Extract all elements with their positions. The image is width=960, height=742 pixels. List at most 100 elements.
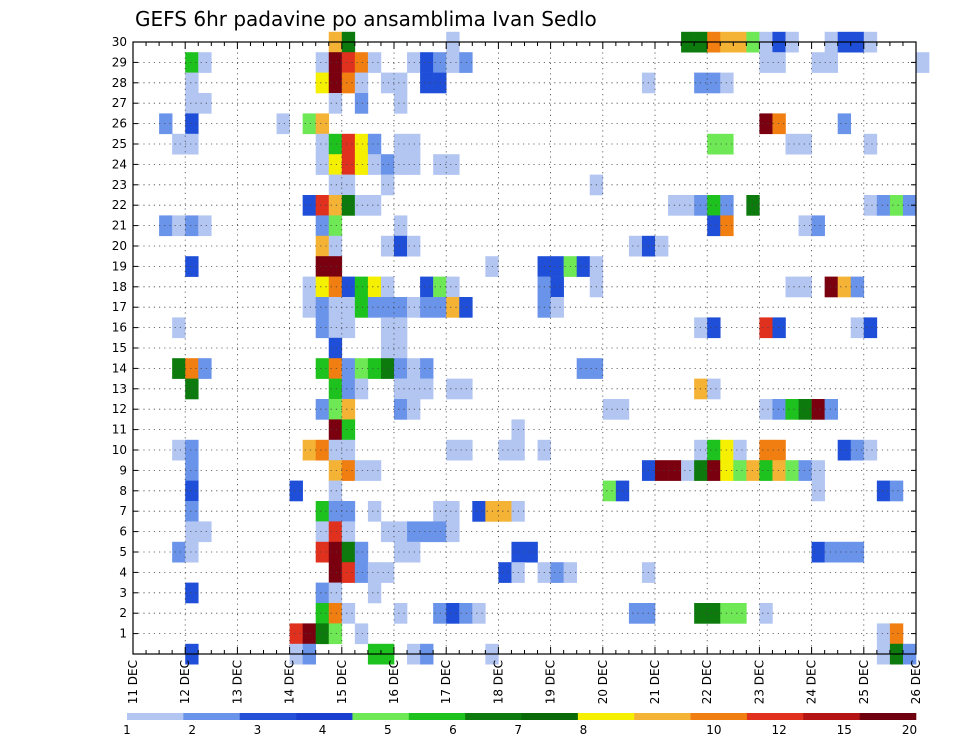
heatmap-cell	[394, 235, 408, 257]
colorbar-swatch	[577, 713, 635, 720]
heatmap-cell	[394, 93, 408, 114]
y-tick-label: 24	[112, 157, 127, 171]
x-tick-label: 24 DEC	[805, 660, 819, 704]
heatmap-cell	[315, 72, 330, 94]
heatmap-cell	[185, 480, 199, 502]
heatmap-cell	[407, 358, 421, 379]
heatmap-cell	[824, 52, 838, 73]
heatmap-cell	[446, 603, 460, 624]
heatmap-cell	[380, 235, 395, 257]
heatmap-cell	[785, 276, 799, 298]
heatmap-cell	[380, 521, 395, 543]
heatmap-cell	[407, 133, 421, 155]
heatmap-cell	[407, 52, 421, 73]
heatmap-cell	[315, 215, 330, 237]
heatmap-cell	[837, 541, 852, 563]
heatmap-cell	[341, 154, 356, 175]
heatmap-cell	[759, 52, 773, 73]
heatmap-cell	[185, 378, 199, 400]
heatmap-cell	[159, 215, 173, 237]
heatmap-cell	[824, 399, 838, 420]
y-tick-label: 12	[112, 402, 127, 416]
heatmap-cell	[354, 195, 369, 216]
heatmap-cell	[446, 154, 460, 175]
heatmap-cell	[446, 521, 460, 543]
heatmap-cell	[328, 541, 343, 563]
colorbar-tick-label: 8	[580, 723, 588, 737]
x-tick-label: 12 DEC	[178, 660, 192, 704]
y-tick-label: 23	[112, 178, 127, 192]
heatmap-cell	[850, 276, 865, 298]
x-tick-label: 17 DEC	[439, 660, 453, 704]
heatmap-cell	[707, 133, 721, 155]
heatmap-cell	[707, 72, 721, 94]
heatmap-cell	[746, 460, 760, 481]
heatmap-cell	[341, 562, 356, 583]
heatmap-cell	[446, 439, 460, 461]
heatmap-cell	[341, 276, 356, 298]
y-tick-label: 10	[112, 443, 127, 457]
heatmap-cell	[850, 439, 865, 461]
heatmap-cell	[811, 399, 825, 420]
colorbar-tick-label: 4	[319, 723, 327, 737]
heatmap-cell	[367, 297, 382, 318]
heatmap-cell	[863, 317, 878, 339]
colorbar-swatch	[803, 713, 860, 720]
heatmap-cell	[420, 378, 434, 400]
heatmap-cell	[354, 358, 369, 379]
heatmap-cell	[185, 439, 199, 461]
heatmap-cell	[446, 297, 460, 318]
heatmap-cell	[798, 460, 812, 481]
heatmap-cell	[394, 72, 408, 94]
heatmap-cell	[772, 52, 786, 73]
heatmap-cell	[172, 541, 186, 563]
heatmap-cell	[354, 72, 369, 94]
heatmap-cell	[315, 358, 330, 379]
heatmap-cell	[354, 154, 369, 175]
heatmap-cell	[772, 460, 786, 481]
heatmap-cell	[302, 195, 316, 216]
heatmap-cell	[707, 317, 721, 339]
heatmap-cell	[876, 480, 891, 502]
heatmap-cell	[550, 297, 564, 318]
colorbar-tick-label: 10	[706, 723, 721, 737]
heatmap-cell	[772, 317, 786, 339]
heatmap-cell	[798, 399, 812, 420]
colorbar-swatch	[408, 713, 466, 720]
colorbar-tick-label: 7	[514, 723, 522, 737]
y-tick-label: 21	[112, 219, 127, 233]
heatmap-cell	[746, 195, 760, 216]
heatmap-cell	[824, 276, 838, 298]
y-tick-label: 6	[119, 525, 127, 539]
heatmap-cell	[315, 113, 330, 135]
heatmap-cell	[341, 358, 356, 379]
x-tick-label: 22 DEC	[700, 660, 714, 704]
heatmap-cell	[902, 195, 917, 216]
heatmap-cell	[772, 399, 786, 420]
y-tick-label: 25	[112, 137, 127, 151]
heatmap-cell	[367, 582, 382, 604]
heatmap-cell	[315, 521, 330, 543]
heatmap-cell	[785, 399, 799, 420]
heatmap-cell	[341, 317, 356, 339]
heatmap-cell	[707, 439, 721, 461]
heatmap-cell	[354, 562, 369, 583]
heatmap-cell	[394, 603, 408, 624]
heatmap-cell	[367, 52, 382, 73]
colorbar-swatch	[634, 713, 691, 720]
heatmap-cell	[655, 235, 669, 257]
y-axis: 1234567891011121314151617181920212223242…	[112, 35, 916, 641]
heatmap-cell	[328, 439, 343, 461]
heatmap-cell	[315, 154, 330, 175]
y-tick-label: 9	[119, 463, 127, 477]
y-tick-label: 4	[119, 565, 127, 579]
heatmap-cell	[315, 603, 330, 624]
heatmap-cell	[446, 501, 460, 522]
colorbar-tick-label: 12	[771, 723, 786, 737]
grid-lines	[133, 41, 916, 654]
heatmap-cell	[576, 358, 591, 379]
x-axis: 11 DEC 12 DEC 13 DEC 14 DEC 15 DEC 16 DEC 17 D…	[126, 42, 923, 704]
heatmap-cell	[380, 337, 395, 359]
heatmap-cell	[185, 582, 199, 604]
y-tick-label: 17	[112, 300, 127, 314]
